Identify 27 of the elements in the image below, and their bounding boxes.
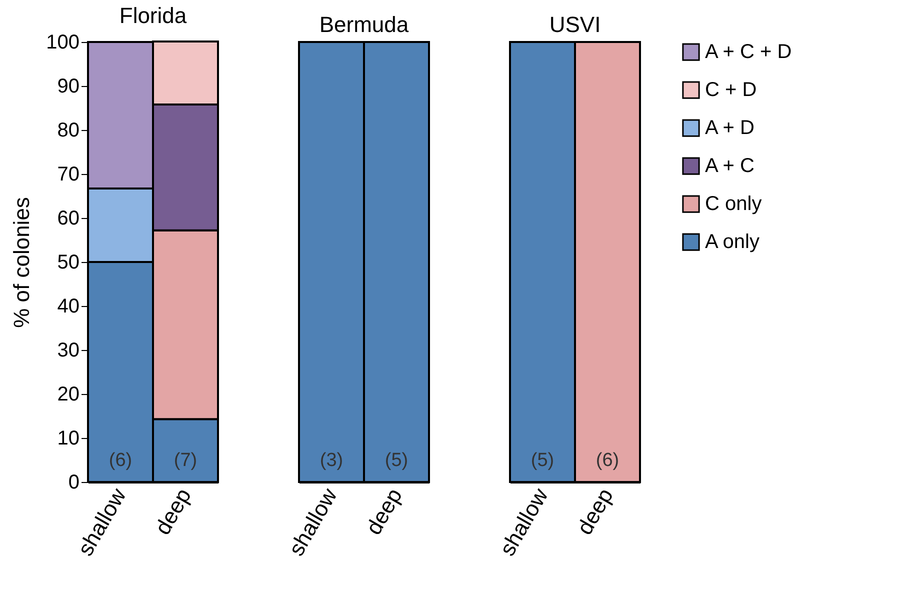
annotation: (5) [384,450,408,471]
annotation: (5) [530,450,554,471]
y-tick-label: 10 [57,428,80,450]
legend-label: A + C [705,155,754,177]
y-tick-label: 60 [57,208,80,230]
annotation: (6) [108,450,132,471]
y-tick-label: 80 [57,120,80,142]
y-tick-label: 30 [57,340,80,362]
annotation: (6) [596,450,620,471]
legend-label: A only [705,231,760,253]
y-tick-label: 40 [57,296,80,318]
legend-label: C + D [705,79,757,101]
annotation: (7) [174,450,198,471]
legend-label: C only [705,193,762,215]
y-tick-label: 20 [57,384,80,406]
y-tick-label: 90 [57,76,80,98]
y-tick-label: 100 [46,32,80,54]
y-axis-title: % of colonies [9,197,34,328]
annotation: (3) [320,450,344,471]
y-tick-label: 70 [57,164,80,186]
y-tick-label: 50 [57,252,80,274]
legend-label: A + C + D [705,41,792,63]
y-tick-label: 0 [68,472,80,494]
chart-title: Bermuda [319,12,410,37]
chart-title: USVI [549,12,601,37]
legend-label: A + D [705,117,754,139]
chart-title: Florida [119,3,188,28]
